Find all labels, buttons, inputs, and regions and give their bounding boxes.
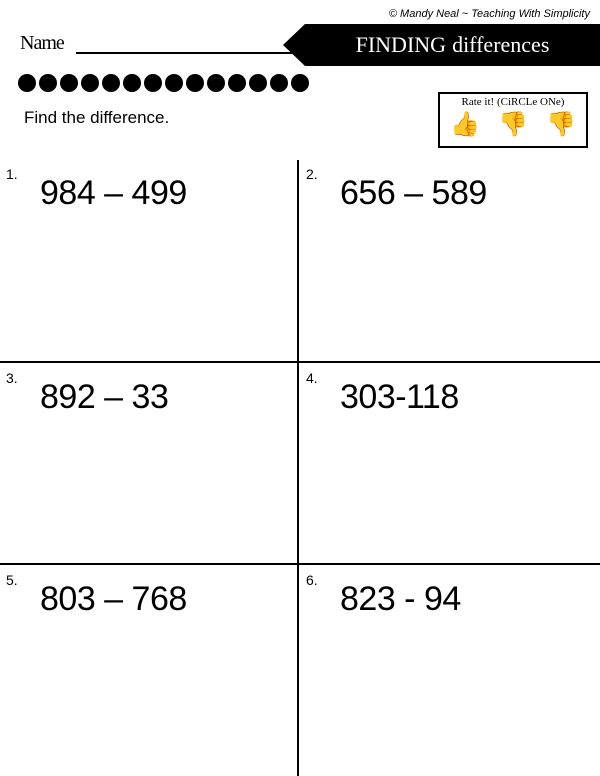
thumbs-down-icon[interactable]: 👎	[498, 110, 528, 139]
thumbs-up-icon[interactable]: 👍	[450, 110, 480, 139]
dot-icon	[39, 74, 57, 92]
problem-number: 4.	[306, 370, 318, 386]
grid-horizontal-line-2	[0, 563, 600, 565]
thumbs-down-icon-2[interactable]: 👎	[546, 110, 576, 139]
dot-icon	[60, 74, 78, 92]
dot-icon	[102, 74, 120, 92]
dot-icon	[186, 74, 204, 92]
problem-text: 303-118	[340, 378, 459, 417]
instruction-text: Find the difference.	[24, 108, 169, 128]
dot-icon	[270, 74, 288, 92]
rate-label: Rate it! (CiRCLe ONe)	[462, 96, 565, 108]
rate-icons: 👍 👎 👎	[450, 110, 576, 139]
dot-icon	[249, 74, 267, 92]
problem-text: 803 – 768	[40, 580, 187, 619]
problem-text: 823 - 94	[340, 580, 461, 619]
header: Name FINDING diffeRENCeS	[0, 24, 600, 68]
copyright-text: © Mandy Neal ~ Teaching With Simplicity	[389, 8, 590, 20]
dot-icon	[144, 74, 162, 92]
dot-icon	[228, 74, 246, 92]
problem-grid: 1. 984 – 499 2. 656 – 589 3. 892 – 33 4.…	[0, 160, 600, 776]
title-banner: FINDING diffeRENCeS	[305, 24, 600, 66]
dot-icon	[165, 74, 183, 92]
grid-horizontal-line-1	[0, 361, 600, 363]
rate-it-box: Rate it! (CiRCLe ONe) 👍 👎 👎	[438, 92, 588, 148]
name-label: Name	[20, 32, 64, 55]
problem-text: 656 – 589	[340, 174, 487, 213]
dot-icon	[18, 74, 36, 92]
problem-number: 1.	[6, 166, 18, 182]
name-input-line[interactable]	[76, 52, 296, 54]
title-part1: FINDING	[356, 32, 446, 58]
dot-icon	[123, 74, 141, 92]
grid-vertical-line	[297, 160, 299, 776]
problem-number: 6.	[306, 572, 318, 588]
problem-text: 892 – 33	[40, 378, 168, 417]
decorative-dots	[18, 74, 309, 92]
problem-text: 984 – 499	[40, 174, 187, 213]
problem-number: 2.	[306, 166, 318, 182]
title-part2: diffeRENCeS	[452, 32, 549, 58]
problem-number: 5.	[6, 572, 18, 588]
dot-icon	[207, 74, 225, 92]
dot-icon	[81, 74, 99, 92]
dot-icon	[291, 74, 309, 92]
problem-number: 3.	[6, 370, 18, 386]
